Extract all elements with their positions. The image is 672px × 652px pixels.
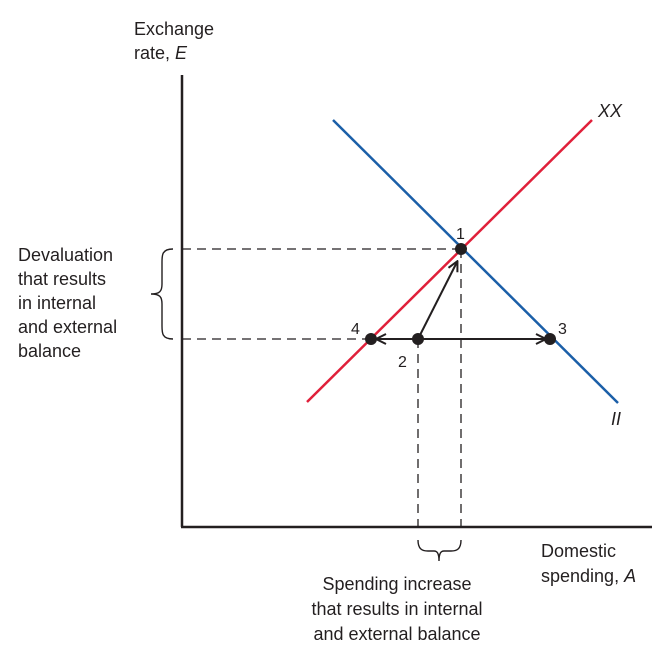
devaluation-text-line-4: and external — [18, 317, 117, 337]
x-axis-label-line2: spending, A — [541, 566, 636, 586]
point-2 — [412, 333, 424, 345]
point-3-label: 3 — [558, 321, 567, 338]
arrow-2-to-1 — [417, 262, 457, 340]
y-axis-label-line2: rate, E — [134, 43, 188, 63]
spending-text-line-3: and external balance — [313, 624, 480, 644]
devaluation-text-line-1: Devaluation — [18, 245, 113, 265]
devaluation-text-line-2: that results — [18, 269, 106, 289]
devaluation-brace — [150, 248, 174, 340]
point-1-label: 1 — [456, 226, 465, 243]
ii-curve — [332, 119, 619, 404]
spending-brace — [417, 539, 462, 562]
xx-curve — [306, 119, 593, 403]
y-axis-label-line1: Exchange — [134, 19, 214, 39]
devaluation-text-line-3: in internal — [18, 293, 96, 313]
point-3 — [544, 333, 556, 345]
spending-text-line-1: Spending increase — [322, 574, 471, 594]
spending-text-line-2: that results in internal — [311, 599, 482, 619]
point-4 — [365, 333, 377, 345]
xx-curve-label: XX — [597, 101, 623, 121]
x-axis-label-line1: Domestic — [541, 541, 616, 561]
point-1 — [455, 243, 467, 255]
ii-curve-label: II — [611, 409, 621, 429]
devaluation-text-line-5: balance — [18, 341, 81, 361]
point-4-label: 4 — [351, 321, 360, 338]
point-2-label: 2 — [398, 354, 407, 371]
